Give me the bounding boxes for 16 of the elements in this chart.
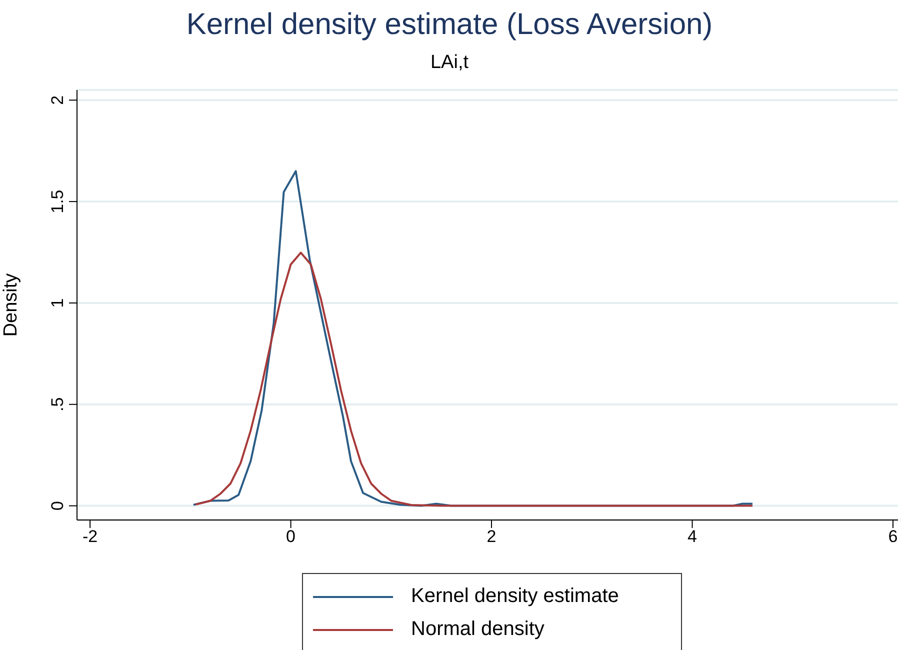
- y-tick-label: 2: [48, 95, 67, 105]
- line-series: [194, 252, 754, 507]
- x-tick-label: 2: [486, 527, 496, 546]
- legend-label: Kernel density estimate: [411, 585, 619, 608]
- chart-title: Kernel density estimate (Loss Aversion): [185, 8, 714, 42]
- x-tick-label: 4: [688, 527, 697, 546]
- chart-subtitle: LAi,t: [429, 52, 470, 74]
- x-tick-label: -2: [82, 527, 98, 546]
- x-tick-label: 0: [286, 527, 296, 546]
- y-tick-label: 1.5: [48, 190, 67, 214]
- y-tick-label: 0: [48, 501, 67, 511]
- y-tick-label: .5: [48, 397, 67, 412]
- y-axis-title: Density: [0, 272, 22, 337]
- legend-label: Normal density: [411, 618, 544, 641]
- x-tick-label: 6: [888, 527, 898, 546]
- y-tick-label: 1: [48, 298, 67, 308]
